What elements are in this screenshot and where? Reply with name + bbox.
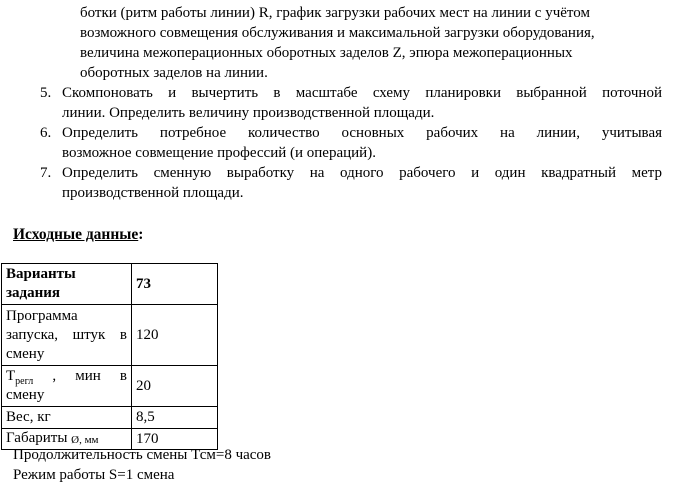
paragraph-continuation: ботки (ритм работы линии) R, график загр… — [80, 3, 672, 83]
section-heading-text: Исходные данные — [13, 226, 139, 243]
work-mode-line: Режим работы S=1 смена — [13, 467, 175, 483]
row-value-cell: 170 — [131, 428, 218, 450]
numbered-list: 5. Скомпоновать и вычертить в масштабе с… — [40, 83, 662, 203]
diameter-unit-label: Ø, мм — [71, 434, 99, 446]
table-row: Вес, кг 8,5 — [1, 406, 218, 429]
text-line: Скомпоновать и вычертить в масштабе схем… — [62, 85, 662, 101]
row-label-cell: Варианты задания — [1, 263, 132, 305]
numbered-item-6: 6. Определить потребное количество основ… — [40, 123, 662, 163]
table-row: Трегл , мин в смену 20 — [1, 365, 218, 407]
table-row: Варианты задания 73 — [1, 263, 218, 305]
label-line: запуска, штук в — [6, 326, 127, 343]
row-label-cell: Габариты Ø, мм — [1, 428, 132, 450]
symbol-subscript: регл — [15, 376, 34, 387]
row-value-cell: 73 — [131, 263, 218, 305]
row-value-cell: 8,5 — [131, 406, 218, 429]
label-line: Трегл , мин в — [6, 367, 127, 387]
label-line: задания — [6, 285, 61, 301]
text-line: ботки (ритм работы линии) R, график загр… — [80, 5, 590, 21]
item-number: 7. — [40, 165, 52, 181]
shift-duration-line: Продолжительность смены Тсм=8 часов — [13, 447, 272, 463]
row-label-cell: Вес, кг — [1, 406, 132, 429]
text-line: Определить потребное количество основных… — [62, 125, 662, 141]
row-label-cell: Трегл , мин в смену — [1, 365, 132, 407]
item-number: 5. — [40, 85, 52, 101]
table-row: Габариты Ø, мм 170 — [1, 428, 218, 450]
text-line: производственной площади. — [62, 185, 244, 201]
input-data-table: Варианты задания 73 Программа запуска, ш… — [1, 263, 218, 450]
section-heading: Исходные данные: — [13, 226, 143, 244]
table-row: Программа запуска, штук в смену 120 — [1, 304, 218, 366]
text-line: возможное совмещение профессий (и операц… — [62, 145, 376, 161]
row-value-cell: 20 — [131, 365, 218, 407]
label-line: смену — [6, 345, 45, 362]
text-line: оборотных заделов на линии. — [80, 65, 268, 81]
text-line: величина межоперационных оборотных задел… — [80, 45, 573, 61]
label-line: Программа — [6, 307, 78, 324]
text-line: линии. Определить величину производствен… — [62, 105, 435, 121]
numbered-item-5: 5. Скомпоновать и вычертить в масштабе с… — [40, 83, 662, 123]
label-rest: , мин в — [33, 368, 127, 384]
text-line: Определить сменную выработку на одного р… — [62, 165, 662, 181]
text-line: возможного совмещения обслуживания и мак… — [80, 25, 595, 41]
row-value-cell: 120 — [131, 304, 218, 366]
item-number: 6. — [40, 125, 52, 141]
label-line: Варианты — [6, 266, 76, 282]
section-heading-colon: : — [138, 226, 144, 243]
row-label-cell: Программа запуска, штук в смену — [1, 304, 132, 366]
symbol-t: Т — [6, 368, 16, 384]
label-main: Габариты — [6, 430, 72, 446]
label-line: смену — [6, 387, 45, 403]
footer-notes: Продолжительность смены Тсм=8 часов Режи… — [13, 445, 271, 485]
numbered-item-7: 7. Определить сменную выработку на одног… — [40, 163, 662, 203]
